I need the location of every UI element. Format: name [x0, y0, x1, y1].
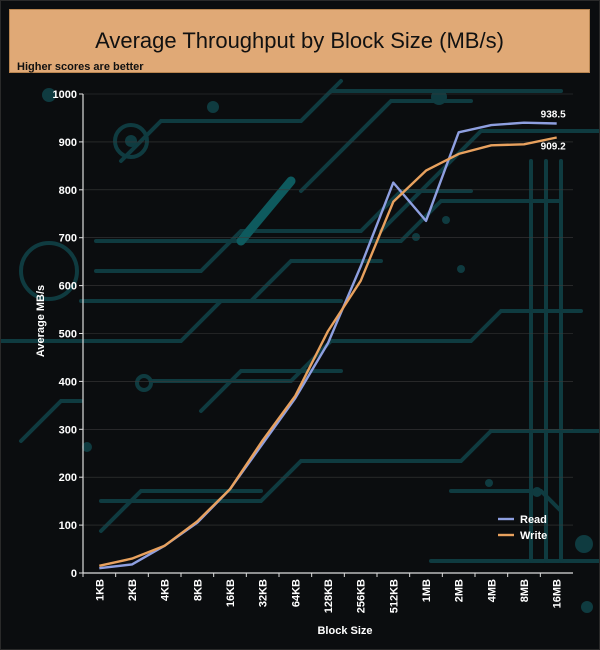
x-tick-label: 64KB [290, 579, 302, 607]
chart-title: Average Throughput by Block Size (MB/s) [95, 28, 504, 53]
x-axis-label: Block Size [317, 625, 372, 637]
legend-label-read: Read [520, 514, 547, 526]
x-tick-label: 128KB [323, 579, 335, 613]
x-tick-label: 1MB [421, 579, 433, 602]
x-tick-label: 32KB [258, 579, 270, 607]
chart-lines [99, 121, 557, 570]
y-tick-labels: 0 100 200 300 400 500 600 700 800 900 1000 [53, 89, 77, 580]
end-value-label-read: 938.5 [541, 109, 566, 120]
y-tick-label: 0 [71, 568, 77, 580]
y-tick-label: 900 [59, 137, 77, 149]
end-value-labels: 938.5 909.2 [541, 109, 566, 152]
circuit-background [1, 79, 599, 563]
x-tick-label: 8MB [519, 579, 531, 602]
x-tick-label: 1KB [94, 579, 106, 601]
chart-subtitle: Higher scores are better [17, 61, 144, 73]
y-tick-label: 100 [59, 520, 77, 532]
x-tick-label: 4MB [486, 579, 498, 602]
legend-label-write: Write [520, 530, 547, 542]
end-value-label-write: 909.2 [541, 141, 566, 152]
circuit-dots [19, 88, 593, 613]
chart-header: Average Throughput by Block Size (MB/s) [9, 9, 590, 73]
x-tick-label: 2MB [454, 579, 466, 602]
y-tick-label: 500 [59, 329, 77, 341]
x-tick-label: 16KB [225, 579, 237, 607]
series-line-write [99, 136, 557, 567]
x-tick-label: 4KB [160, 579, 172, 601]
y-tick-label: 300 [59, 424, 77, 436]
x-tick-label: 512KB [388, 579, 400, 613]
y-tick-label: 1000 [53, 89, 77, 101]
x-tick-label: 8KB [192, 579, 204, 601]
chart-axes [79, 93, 573, 577]
y-axis-label: Average MB/s [35, 285, 47, 357]
y-tick-label: 700 [59, 233, 77, 245]
y-tick-label: 400 [59, 376, 77, 388]
y-tick-label: 200 [59, 472, 77, 484]
legend: Read Write [498, 514, 547, 542]
x-tick-label: 16MB [552, 579, 564, 608]
x-tick-label: 256KB [356, 579, 368, 613]
x-tick-labels: 1KB 2KB 4KB 8KB 16KB 32KB 64KB 128KB 256KB 512KB 1… [94, 579, 563, 613]
y-tick-label: 800 [59, 185, 77, 197]
x-tick-label: 2KB [127, 579, 139, 601]
y-tick-label: 600 [59, 281, 77, 293]
